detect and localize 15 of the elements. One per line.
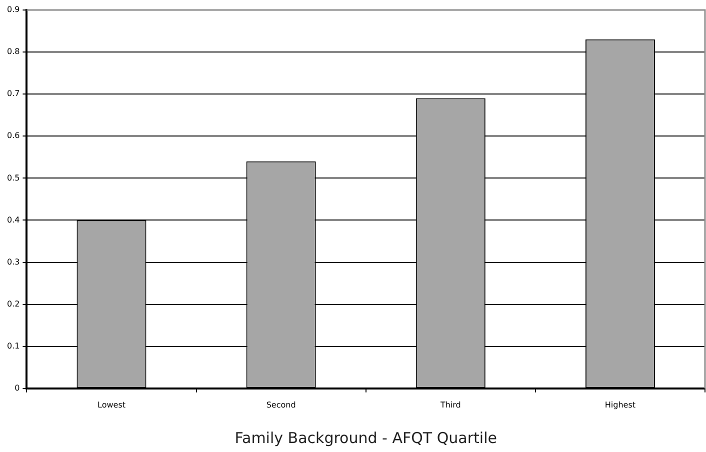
y-tick-label: 0.6 <box>6 131 20 140</box>
x-tick-label: Highest <box>604 400 636 410</box>
x-axis-title: Family Background - AFQT Quartile <box>234 428 497 447</box>
y-tick-label: 0.8 <box>6 47 20 56</box>
y-tick-label: 0.7 <box>6 89 20 98</box>
y-tick-label: 0.9 <box>6 5 20 14</box>
y-tick-label: 0 <box>14 383 20 392</box>
y-tick-label: 0.4 <box>6 215 20 224</box>
y-tick-label: 0.2 <box>6 299 20 308</box>
x-tick-label: Second <box>266 400 296 410</box>
y-tick-label: 0.1 <box>6 341 20 350</box>
x-tick-label: Lowest <box>98 400 126 410</box>
y-tick-label: 0.5 <box>6 173 20 182</box>
x-tick-label: Third <box>439 400 461 410</box>
y-tick-label: 0.3 <box>6 257 20 266</box>
